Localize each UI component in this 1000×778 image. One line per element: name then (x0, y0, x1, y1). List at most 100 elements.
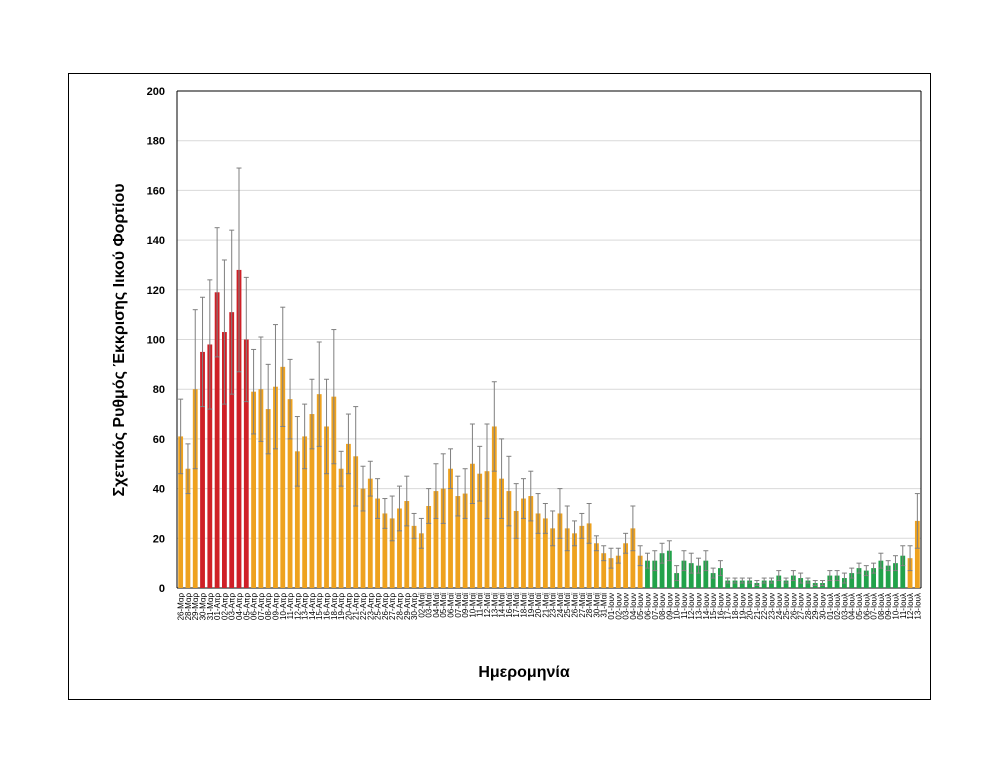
bar (681, 560, 687, 588)
x-tick-label: 21-Απρ (352, 593, 361, 620)
x-tick-label: 06-Απρ (250, 593, 259, 620)
bar (462, 493, 468, 588)
bar (506, 491, 512, 588)
x-tick-label: 19-Απρ (337, 593, 346, 620)
bar (696, 565, 701, 588)
bar (805, 580, 811, 588)
x-tick-label: 01-Απρ (213, 593, 222, 620)
bar (900, 555, 906, 588)
x-tick-label: 12-Απρ (293, 593, 302, 620)
bar (790, 575, 796, 588)
y-tick-label: 100 (147, 335, 165, 347)
x-tick-label: 14-Απρ (308, 593, 317, 620)
x-tick-label: 23-Απρ (366, 593, 375, 620)
bar (316, 394, 322, 588)
bar (411, 525, 417, 588)
bar (367, 478, 373, 588)
y-tick-label: 80 (153, 384, 165, 396)
x-tick-label: 03-Μαϊ (425, 593, 434, 618)
x-tick-label: 19-Ιουν (738, 593, 747, 620)
x-tick-label: 13-Ιουν (695, 593, 704, 620)
bar (579, 525, 585, 588)
x-tick-label: 07-Ιουν (651, 593, 660, 620)
bar (338, 468, 344, 588)
x-tick-label: 16-Ιουν (716, 593, 725, 620)
bar (389, 518, 395, 588)
x-tick-label: 28-Απρ (395, 593, 404, 620)
bar (222, 332, 227, 588)
x-tick-label: 06-Ιουν (643, 593, 652, 620)
x-tick-label: 26-Μαϊ (571, 593, 580, 618)
x-tick-label: 28-Μαϊ (585, 593, 594, 618)
x-tick-label: 10-Ιουν (673, 593, 682, 620)
bar (477, 473, 483, 588)
bar (178, 436, 184, 588)
x-tick-label: 28-Ιουν (804, 593, 813, 620)
bar (280, 366, 286, 588)
bar (914, 520, 920, 588)
bar (470, 463, 475, 588)
x-tick-label: 10-Ιουλ (891, 593, 900, 620)
y-tick-label: 140 (147, 235, 165, 247)
bar (404, 501, 410, 588)
bar (769, 580, 774, 588)
x-tick-label: 09-Ιουλ (884, 593, 893, 620)
x-tick-label: 11-Ιουν (680, 593, 689, 619)
x-tick-label: 13-Απρ (301, 593, 310, 620)
x-tick-label: 07-Μαϊ (454, 593, 463, 618)
y-axis-title: Σχετικός Ρυθμός Έκκρισης Ιικού Φορτίου (111, 183, 128, 496)
y-tick-label: 180 (147, 136, 165, 148)
bar (499, 478, 504, 588)
x-tick-label: 19-Μαϊ (527, 593, 536, 618)
bar (747, 580, 752, 588)
x-tick-label: 07-Απρ (257, 593, 266, 620)
x-tick-label: 22-Απρ (359, 593, 368, 620)
bar (623, 543, 628, 588)
x-tick-label: 27-Απρ (388, 593, 397, 620)
x-tick-label: 24-Μαϊ (556, 593, 565, 618)
x-tick-label: 15-Απρ (315, 593, 324, 620)
bar (783, 580, 789, 588)
bar (849, 573, 855, 588)
bar (572, 533, 577, 588)
x-tick-label: 05-Απρ (242, 593, 251, 620)
y-tick-label: 120 (147, 285, 165, 297)
bar (448, 468, 453, 588)
bar (878, 560, 884, 588)
bar (725, 580, 731, 588)
bar (739, 580, 745, 588)
bar (200, 351, 205, 588)
bar (440, 488, 446, 588)
x-tick-label: 02-Απρ (220, 593, 229, 620)
bar (594, 543, 599, 588)
bar (718, 568, 723, 588)
bar (331, 396, 337, 588)
x-tick-label: 18-Μαϊ (519, 593, 528, 618)
x-tick-label: 17-Μαϊ (512, 593, 521, 618)
x-tick-label: 29-Απρ (403, 593, 412, 620)
x-tick-label: 01-Ιουν (607, 593, 616, 620)
bar (324, 426, 329, 588)
x-tick-label: 12-Ιουν (687, 593, 696, 620)
bar (491, 426, 497, 588)
bar (185, 468, 191, 588)
bar (258, 389, 264, 588)
x-tick-label: 01-Ιουλ (826, 593, 835, 620)
x-tick-label: 29-Ιουν (811, 593, 820, 620)
x-tick-label: 29-Μαρ (191, 593, 200, 621)
x-tick-label: 27-Μαϊ (578, 593, 587, 618)
bar (608, 558, 614, 588)
bar (666, 550, 672, 588)
bar (382, 513, 388, 588)
bar (484, 471, 490, 588)
x-tick-label: 05-Μαϊ (439, 593, 448, 618)
bar (309, 414, 315, 588)
bar (535, 513, 541, 588)
bar (863, 570, 869, 588)
x-tick-label: 18-Απρ (330, 593, 339, 620)
bar (294, 451, 300, 588)
x-tick-label: 10-Μαϊ (468, 593, 477, 618)
x-tick-label: 20-Μαϊ (534, 593, 543, 618)
x-tick-label: 26-Ιουν (789, 593, 798, 620)
bar (703, 560, 709, 588)
